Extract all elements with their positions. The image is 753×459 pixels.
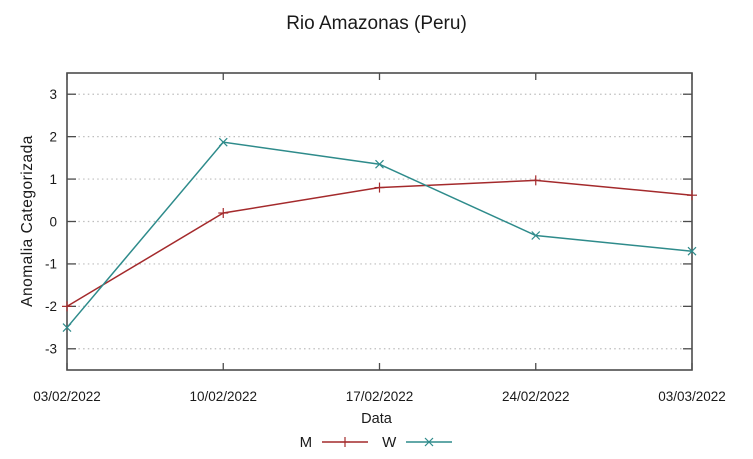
x-axis-label: Data <box>361 411 392 427</box>
x-tick-label: 10/02/2022 <box>189 389 257 404</box>
x-tick-label: 03/02/2022 <box>33 389 101 404</box>
legend-sample-w-line-cross-marker <box>406 437 453 447</box>
data-point-marker-cross <box>375 159 384 169</box>
x-tick-label: 03/03/2022 <box>658 389 726 404</box>
legend-label-w: W <box>382 433 397 451</box>
x-tick-label: 17/02/2022 <box>346 389 414 404</box>
legend: M W <box>0 432 753 452</box>
y-tick-label: 1 <box>49 172 57 187</box>
data-point-marker-cross <box>531 231 541 240</box>
data-point-marker-cross <box>424 437 434 447</box>
legend-label-m: M <box>299 433 313 451</box>
y-tick-label: 0 <box>49 214 57 229</box>
data-point-marker-cross <box>62 323 72 332</box>
y-tick-label: -3 <box>45 342 57 357</box>
y-tick-label: -1 <box>45 257 57 272</box>
series-line-W <box>66 141 693 329</box>
y-tick-label: -2 <box>45 299 57 314</box>
series-line-M <box>66 179 693 308</box>
y-tick-label: 2 <box>49 129 57 144</box>
plot-border <box>66 72 693 371</box>
chart-title: Rio Amazonas (Peru) <box>286 13 467 34</box>
legend-sample-m-line-plus-marker <box>322 437 369 447</box>
x-tick-label: 24/02/2022 <box>502 389 570 404</box>
y-tick-label: 3 <box>49 87 57 102</box>
data-point-marker-cross <box>687 246 697 256</box>
data-point-marker-cross <box>218 137 228 147</box>
